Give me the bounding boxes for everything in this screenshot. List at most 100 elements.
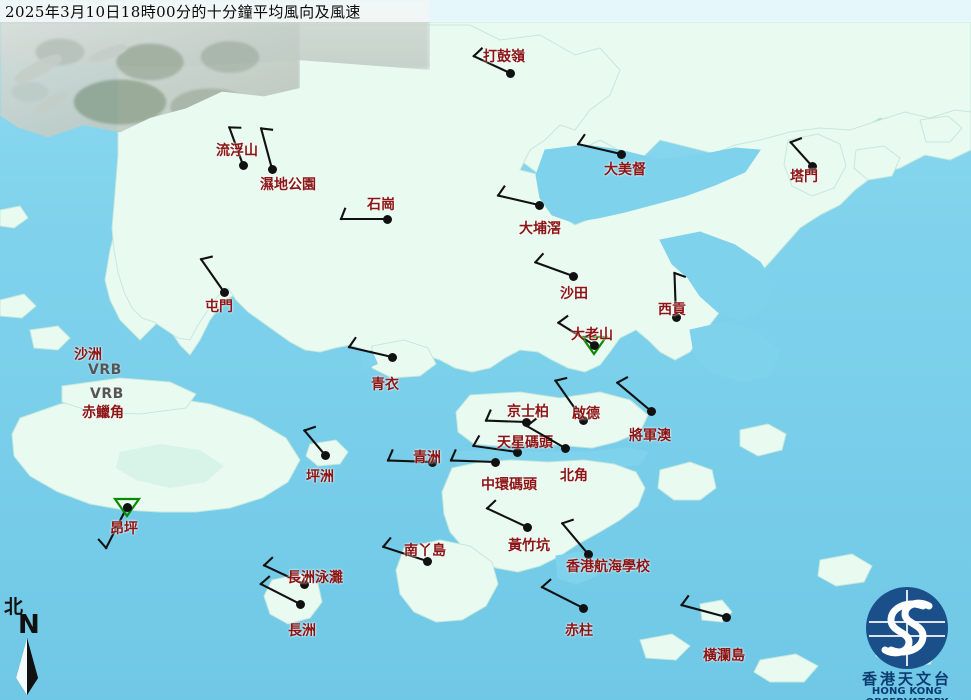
station-marker-dot bbox=[807, 161, 817, 171]
station-marker-dot bbox=[512, 447, 522, 457]
station-label: 青衣 bbox=[371, 377, 399, 393]
station-label: 大埔滘 bbox=[519, 221, 561, 237]
station-label: 南丫島 bbox=[404, 543, 446, 559]
station-marker-dot bbox=[534, 200, 544, 210]
hko-logo: 香港天文台 HONG KONG OBSERVATORY bbox=[843, 584, 971, 700]
station-marker-dot bbox=[219, 287, 229, 297]
wind-barb-icon bbox=[615, 376, 653, 413]
highlighted-station-marker bbox=[579, 335, 609, 356]
station-label: 香港航海學校 bbox=[566, 559, 650, 575]
station-label: 長洲 bbox=[288, 623, 316, 639]
station-label: 橫瀾島 bbox=[703, 648, 745, 664]
page-title: 2025年3月10日18時00分的十分鐘平均風向及風速 bbox=[5, 2, 361, 21]
wind-barb-icon bbox=[259, 127, 274, 171]
station-label: 啟德 bbox=[572, 406, 600, 422]
station-marker-dot bbox=[721, 612, 731, 622]
station-marker-dot bbox=[616, 149, 626, 159]
wind-barb-icon bbox=[386, 449, 434, 464]
station-label: 屯門 bbox=[205, 299, 233, 315]
station-label: 沙田 bbox=[560, 286, 588, 302]
compass-north-label-en: N bbox=[18, 610, 40, 640]
station-marker-dot bbox=[505, 68, 515, 78]
wind-barb-icon bbox=[449, 449, 497, 464]
station-label: 中環碼頭 bbox=[481, 477, 537, 493]
station-label: 將軍澳 bbox=[629, 428, 671, 444]
station-label: 濕地公園 bbox=[260, 177, 316, 193]
station-marker-dot bbox=[578, 415, 588, 425]
wind-barb-icon bbox=[259, 575, 302, 606]
station-marker-dot bbox=[382, 214, 392, 224]
station-label: 赤鱲角 bbox=[82, 405, 124, 421]
hko-name-en: HONG KONG OBSERVATORY bbox=[866, 686, 949, 700]
station-marker-dot bbox=[583, 549, 593, 559]
station-label: 大老山 bbox=[571, 327, 613, 343]
wind-barb-icon bbox=[789, 137, 814, 168]
station-label: 黃竹坑 bbox=[508, 538, 550, 554]
station-label: 長洲泳灘 bbox=[287, 570, 343, 586]
station-marker-dot bbox=[589, 340, 599, 350]
wind-barb-icon bbox=[496, 185, 541, 207]
variable-wind-code: VRB bbox=[88, 362, 122, 378]
wind-barb-icon bbox=[673, 271, 687, 319]
station-marker-dot bbox=[295, 599, 305, 609]
station-marker-dot bbox=[578, 603, 588, 613]
station-label: 石崗 bbox=[367, 197, 395, 213]
station-marker-dot bbox=[568, 271, 578, 281]
station-marker-dot bbox=[320, 450, 330, 460]
station-marker-dot bbox=[122, 502, 132, 512]
wind-barb-icon bbox=[560, 518, 590, 556]
station-marker-dot bbox=[671, 312, 681, 322]
wind-barb-icon bbox=[554, 376, 585, 422]
wind-barb-icon bbox=[525, 417, 567, 450]
wind-barb-icon bbox=[199, 255, 226, 294]
wind-barb-icon bbox=[533, 252, 575, 278]
wind-barb-icon bbox=[484, 409, 528, 424]
station-label: 昂坪 bbox=[110, 521, 138, 537]
station-marker-dot bbox=[422, 556, 432, 566]
station-marker-dot bbox=[521, 417, 531, 427]
hko-name-cn: 香港天文台 bbox=[861, 670, 952, 688]
wind-barb-icon bbox=[485, 499, 529, 529]
hko-emblem-icon bbox=[866, 587, 948, 669]
station-label: 沙洲 bbox=[74, 347, 102, 363]
wind-barb-icon bbox=[302, 425, 327, 457]
station-label: 流浮山 bbox=[216, 143, 258, 159]
wind-barb-icon bbox=[381, 536, 429, 563]
station-label: 赤柱 bbox=[565, 623, 593, 639]
wind-barb-icon bbox=[227, 126, 245, 167]
station-label: 天星碼頭 bbox=[497, 435, 553, 451]
wind-barb-icon bbox=[472, 47, 512, 75]
station-label: 坪洲 bbox=[306, 469, 334, 485]
compass-needle-icon bbox=[16, 638, 38, 695]
station-marker-dot bbox=[427, 457, 437, 467]
station-marker-dot bbox=[522, 522, 532, 532]
station-marker-dot bbox=[299, 579, 309, 589]
station-label: 京士柏 bbox=[507, 404, 549, 420]
station-marker-dot bbox=[560, 443, 570, 453]
compass-rose: 北 N bbox=[4, 592, 60, 697]
wind-barb-icon bbox=[339, 207, 389, 221]
station-label: 西貢 bbox=[658, 302, 686, 318]
title-bar: 2025年3月10日18時00分的十分鐘平均風向及風速 bbox=[0, 0, 971, 22]
wind-barb-icon bbox=[262, 556, 306, 586]
station-marker-dot bbox=[267, 164, 277, 174]
variable-wind-code: VRB bbox=[90, 386, 124, 402]
station-label: 塔門 bbox=[790, 169, 818, 185]
station-marker-dot bbox=[238, 160, 248, 170]
highlighted-station-marker bbox=[112, 497, 142, 518]
station-marker-dot bbox=[387, 352, 397, 362]
wind-barb-icon bbox=[576, 133, 623, 156]
wind-barb-icon bbox=[680, 594, 728, 619]
compass-north-label-cn: 北 bbox=[4, 596, 24, 618]
wind-barb-icon bbox=[347, 336, 394, 359]
wind-barb-icon bbox=[97, 505, 129, 550]
wind-barb-icon bbox=[556, 314, 596, 347]
station-marker-dot bbox=[490, 457, 500, 467]
station-marker-dot bbox=[646, 406, 656, 416]
station-label: 北角 bbox=[560, 468, 588, 484]
station-label: 打鼓嶺 bbox=[483, 49, 525, 65]
station-label: 大美督 bbox=[604, 162, 646, 178]
wind-barb-icon bbox=[540, 578, 585, 610]
